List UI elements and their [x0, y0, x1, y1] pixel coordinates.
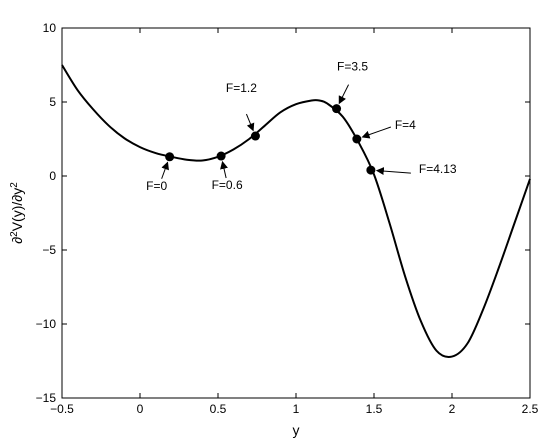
y-axis-label: ∂2V(y)/∂y2: [9, 182, 26, 244]
x-tick-label: 1.5: [366, 402, 383, 416]
points-layer: [165, 104, 376, 175]
y-tick-label: −5: [42, 243, 56, 257]
data-point: [366, 165, 376, 175]
series-line: [61, 64, 531, 358]
annotation-arrow: [161, 161, 169, 179]
y-axis-label-part: ∂: [9, 237, 25, 244]
data-point: [216, 151, 226, 161]
x-tick-label: 1: [293, 402, 300, 416]
y-axis-label-sup: 2: [9, 182, 20, 188]
annotation-label: F=0: [146, 179, 167, 193]
data-point: [165, 152, 175, 162]
data-point: [332, 104, 342, 114]
annotation-label: F=4.13: [419, 162, 457, 176]
y-tick-label: 10: [43, 21, 57, 35]
y-tick-label: −10: [36, 317, 57, 331]
y-tick-label: −15: [36, 391, 57, 405]
annotation-arrow: [338, 84, 350, 105]
annotation-arrow: [361, 126, 392, 139]
annotation-label: F=3.5: [337, 60, 368, 74]
annotation-label: F=1.2: [226, 81, 257, 95]
x-tick-label: 2: [449, 402, 456, 416]
y-axis-label-sup: 2: [9, 231, 20, 237]
y-tick-label: 0: [49, 169, 56, 183]
annotation-arrow: [375, 167, 411, 176]
annotation-arrow: [245, 113, 255, 132]
annotation-arrow: [220, 160, 228, 179]
x-tick-label: 2.5: [522, 402, 539, 416]
data-point: [250, 131, 260, 141]
annotation-layer: F=0 F=0.6 F=1.2 F=3.5 F=4 F=4.13: [146, 60, 457, 193]
x-tick-label: 0.5: [210, 402, 227, 416]
x-tick-label: 0: [137, 402, 144, 416]
annotation-label: F=4: [395, 118, 416, 132]
plot-frame: [61, 27, 531, 399]
annotation-label: F=0.6: [212, 178, 243, 192]
ticks-layer: −0.5 0 0.5 1 1.5 2 2.5 −15 −10 −5 0 5 10: [36, 21, 539, 416]
y-axis-label-part: V(y)/∂y: [9, 188, 25, 231]
x-tick-label: −0.5: [50, 402, 74, 416]
x-axis-label: y: [293, 422, 300, 438]
y-tick-label: 5: [49, 95, 56, 109]
data-point: [352, 134, 362, 144]
